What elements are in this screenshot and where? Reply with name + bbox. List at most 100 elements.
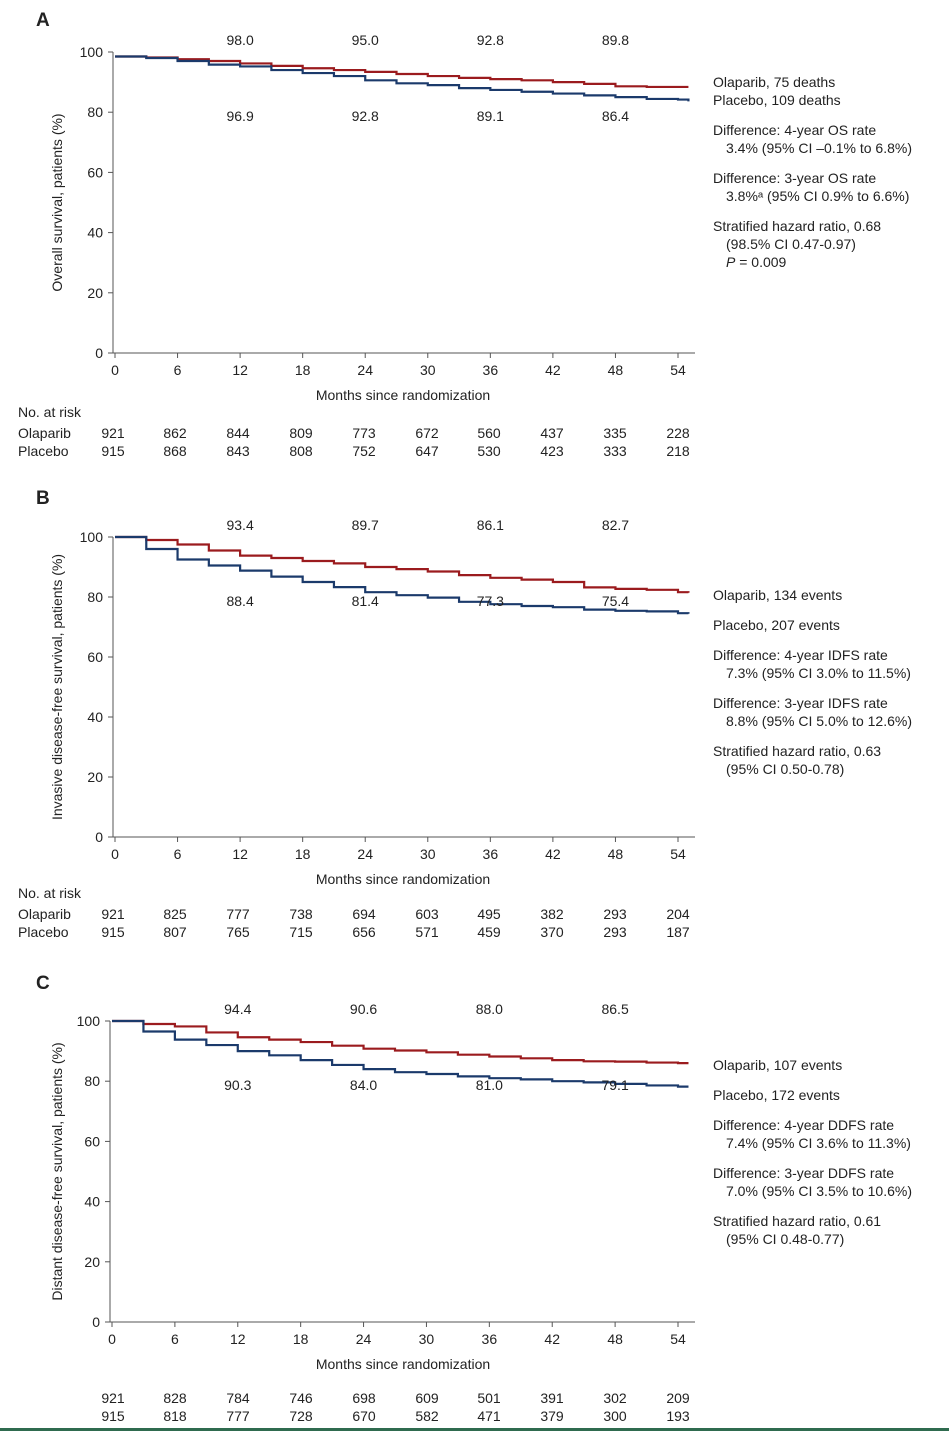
risk-value: 818 — [163, 1408, 187, 1424]
panel-b: B 0 20 40 60 80 100 0 6 12 18 24 30 36 42 48 54 Months s… — [0, 488, 949, 940]
risk-value: 784 — [226, 1390, 250, 1406]
risk-value: 915 — [101, 443, 125, 459]
placebo-rate-label: 81.4 — [352, 593, 379, 609]
x-tick-label: 42 — [544, 1331, 560, 1347]
legend-line: Difference: 3-year IDFS rate — [713, 695, 888, 711]
legend-line: Stratified hazard ratio, 0.63 — [713, 743, 882, 759]
x-tick-label: 6 — [174, 362, 182, 378]
risk-arm-label: Olaparib — [18, 425, 71, 441]
x-tick-label: 54 — [670, 1331, 686, 1347]
risk-value: 582 — [415, 1408, 439, 1424]
x-tick-label: 36 — [483, 362, 499, 378]
risk-row-olaparib: Olaparib 921 825 777 738 694 603 495 382 293 204 — [0, 906, 949, 924]
legend-c: Olaparib, 107 events Placebo, 172 events D… — [713, 1056, 912, 1248]
series-line-placebo — [115, 55, 690, 102]
x-tick-label: 0 — [111, 362, 119, 378]
risk-row-olaparib: Olaparib 921 862 844 809 773 672 560 437 335 228 — [0, 425, 949, 443]
risk-value: 752 — [352, 443, 376, 459]
risk-value: 746 — [289, 1390, 313, 1406]
risk-value: 471 — [477, 1408, 501, 1424]
risk-value: 501 — [477, 1390, 501, 1406]
series-line-placebo — [112, 1019, 689, 1088]
y-tick-label: 0 — [95, 345, 103, 361]
legend-spacer — [713, 1152, 912, 1164]
x-tick-label: 24 — [356, 1331, 372, 1347]
risk-value: 379 — [540, 1408, 564, 1424]
risk-value: 209 — [666, 1390, 690, 1406]
risk-value: 738 — [289, 906, 313, 922]
x-tick-label: 48 — [608, 846, 624, 862]
placebo-rate-label: 81.0 — [476, 1077, 503, 1093]
risk-value: 808 — [289, 443, 313, 459]
y-axis-label: Overall survival, patients (%) — [49, 113, 65, 291]
olaparib-rate-label: 86.1 — [477, 517, 504, 533]
placebo-rate-label: 75.4 — [602, 593, 629, 609]
x-axis-label: Months since randomization — [316, 1356, 490, 1372]
placebo-rate-label: 89.1 — [477, 108, 504, 124]
footer-divider — [0, 1428, 949, 1431]
y-tick-label: 20 — [87, 769, 103, 785]
km-plot-a: 0 20 40 60 80 100 0 6 12 18 24 30 36 42 48 54 Months sin… — [49, 32, 695, 403]
olaparib-rate-label: 89.7 — [352, 517, 379, 533]
y-tick-label: 20 — [87, 285, 103, 301]
panel-letter: C — [36, 973, 50, 994]
legend-line: 8.8% (95% CI 5.0% to 12.6%) — [726, 713, 912, 729]
olaparib-rate-label: 94.4 — [224, 1001, 251, 1017]
olaparib-rate-label: 89.8 — [602, 32, 629, 48]
legend-line: 7.4% (95% CI 3.6% to 11.3%) — [726, 1135, 911, 1151]
risk-value: 672 — [415, 425, 439, 441]
olaparib-rate-label: 82.7 — [602, 517, 629, 533]
y-tick-label: 20 — [84, 1254, 100, 1270]
series-line-olaparib — [115, 535, 690, 594]
legend-line: Difference: 4-year DDFS rate — [713, 1117, 895, 1133]
legend-line: P = 0.009 — [726, 254, 787, 270]
legend-line: Difference: 4-year IDFS rate — [713, 647, 888, 663]
x-tick-label: 6 — [171, 1331, 179, 1347]
risk-value: 647 — [415, 443, 439, 459]
x-tick-label: 42 — [545, 362, 561, 378]
x-tick-label: 18 — [295, 362, 311, 378]
risk-value: 204 — [666, 906, 690, 922]
y-axis-label: Distant disease-free survival, patients … — [49, 1042, 65, 1300]
risk-arm-label: Olaparib — [18, 906, 71, 922]
risk-value: 868 — [163, 443, 187, 459]
risk-value: 423 — [540, 443, 564, 459]
risk-value: 728 — [289, 1408, 313, 1424]
risk-value: 603 — [415, 906, 439, 922]
y-tick-label: 100 — [80, 529, 104, 545]
km-plot-b: 0 20 40 60 80 100 0 6 12 18 24 30 36 42 48 54 Months sin… — [49, 517, 695, 887]
x-tick-label: 24 — [357, 362, 373, 378]
placebo-rate-label: 96.9 — [226, 108, 253, 124]
risk-value: 391 — [540, 1390, 564, 1406]
panel-a: A 0 20 40 60 80 100 0 6 12 18 24 30 36 42 48 54 Months s… — [0, 0, 949, 470]
risk-value: 333 — [603, 443, 627, 459]
legend-line: 3.8%ᵃ (95% CI 0.9% to 6.6%) — [726, 188, 910, 204]
risk-value: 459 — [477, 924, 501, 940]
placebo-rate-label: 79.1 — [601, 1077, 628, 1093]
legend-line: Difference: 3-year OS rate — [713, 170, 877, 186]
legend-b: Olaparib, 134 events Placebo, 207 events D… — [713, 586, 912, 778]
olaparib-rate-label: 98.0 — [226, 32, 253, 48]
risk-value: 862 — [163, 425, 187, 441]
x-tick-label: 36 — [483, 846, 499, 862]
risk-row-placebo: 915 818 777 728 670 582 471 379 300 193 — [0, 1408, 949, 1426]
risk-value: 698 — [352, 1390, 376, 1406]
x-tick-label: 54 — [670, 362, 686, 378]
x-tick-label: 36 — [482, 1331, 498, 1347]
risk-value: 915 — [101, 924, 125, 940]
legend-spacer — [713, 1104, 912, 1116]
x-tick-label: 18 — [293, 1331, 309, 1347]
y-tick-label: 100 — [80, 44, 104, 60]
x-axis-label: Months since randomization — [316, 387, 490, 403]
placebo-rate-label: 90.3 — [224, 1077, 251, 1093]
risk-value: 293 — [603, 906, 627, 922]
legend-line: Olaparib, 107 events — [713, 1057, 843, 1073]
legend-line: Placebo, 207 events — [713, 617, 840, 633]
risk-value: 670 — [352, 1408, 376, 1424]
legend-line: (95% CI 0.50-0.78) — [726, 761, 845, 777]
risk-value: 370 — [540, 924, 564, 940]
olaparib-rate-label: 86.5 — [601, 1001, 628, 1017]
risk-value: 765 — [226, 924, 250, 940]
risk-row-olaparib: 921 828 784 746 698 609 501 391 302 209 — [0, 1390, 949, 1408]
